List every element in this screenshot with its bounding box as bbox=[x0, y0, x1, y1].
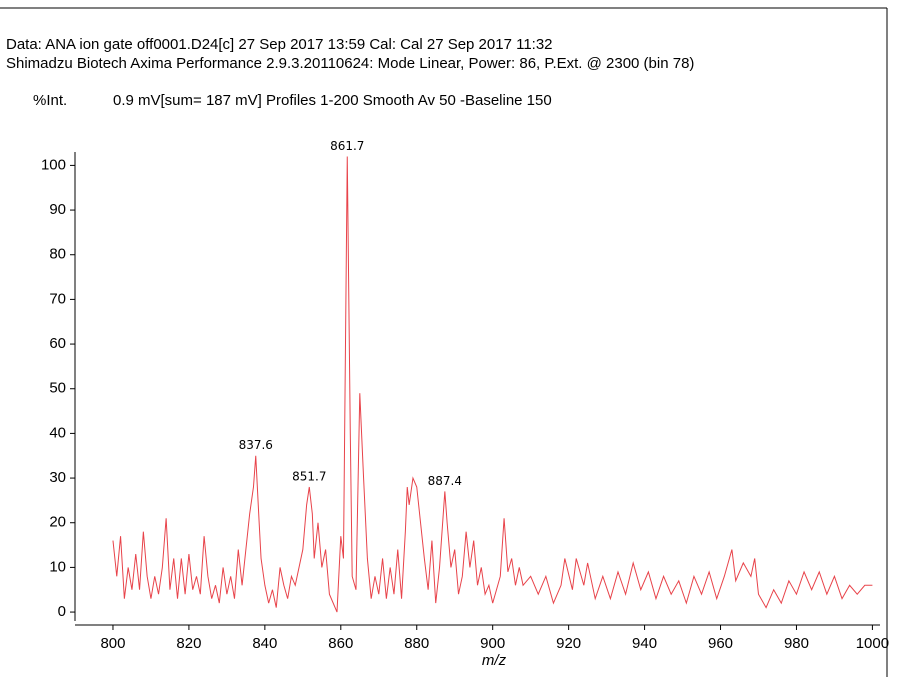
y-tick-label: 100 bbox=[41, 156, 66, 173]
y-tick-label: 80 bbox=[49, 246, 66, 263]
y-axis-label: %Int. bbox=[33, 92, 67, 109]
y-tick-label: 90 bbox=[49, 201, 66, 218]
peak-label: 887.4 bbox=[428, 474, 462, 488]
y-tick-label: 60 bbox=[49, 335, 66, 352]
y-tick-label: 30 bbox=[49, 469, 66, 486]
x-tick-label: 800 bbox=[100, 635, 125, 652]
y-tick-label: 10 bbox=[49, 558, 66, 575]
x-tick-label: 820 bbox=[176, 635, 201, 652]
peak-label: 861.7 bbox=[330, 139, 364, 153]
x-tick-label: 940 bbox=[632, 635, 657, 652]
peak-label: 837.6 bbox=[239, 438, 273, 452]
x-tick-label: 960 bbox=[708, 635, 733, 652]
spectrum-line bbox=[112, 156, 873, 613]
x-tick-label: 980 bbox=[784, 635, 809, 652]
x-tick-label: 840 bbox=[252, 635, 277, 652]
y-tick-label: 70 bbox=[49, 290, 66, 307]
y-tick-label: 20 bbox=[49, 514, 66, 531]
x-tick-label: 880 bbox=[404, 635, 429, 652]
y-tick-label: 50 bbox=[49, 380, 66, 397]
x-tick-label: 900 bbox=[480, 635, 505, 652]
peak-label: 851.7 bbox=[292, 470, 326, 484]
y-tick-label: 0 bbox=[58, 603, 66, 620]
header-line: Shimadzu Biotech Axima Performance 2.9.3… bbox=[6, 55, 694, 72]
x-tick-label: 860 bbox=[328, 635, 353, 652]
x-tick-label: 1000 bbox=[856, 635, 889, 652]
header-line: Data: ANA ion gate off0001.D24[c] 27 Sep… bbox=[6, 36, 553, 53]
x-tick-label: 920 bbox=[556, 635, 581, 652]
y-tick-label: 40 bbox=[49, 424, 66, 441]
x-axis-label: m/z bbox=[482, 652, 507, 669]
subtitle: 0.9 mV[sum= 187 mV] Profiles 1-200 Smoot… bbox=[113, 92, 552, 109]
